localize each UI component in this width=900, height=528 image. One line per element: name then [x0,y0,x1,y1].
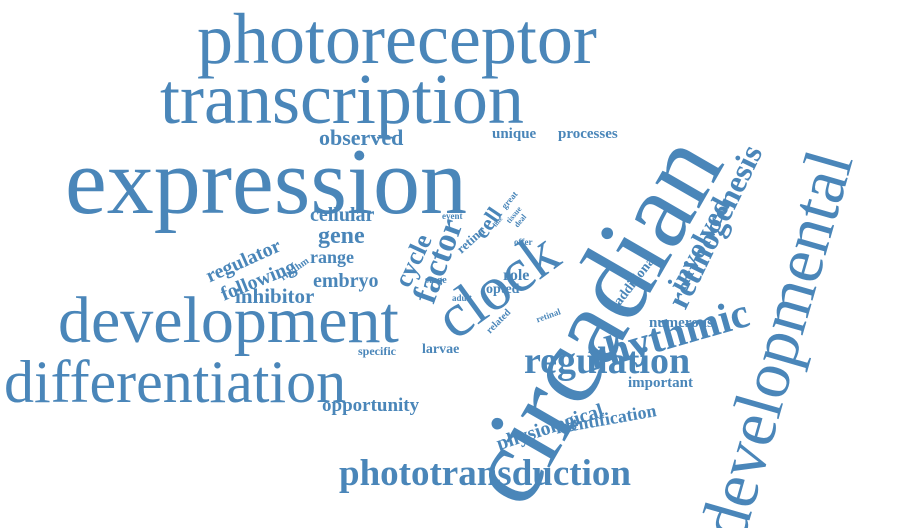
word-differentiation: differentiation [4,349,347,415]
word-offer: offer [514,237,533,247]
word-event: event [442,211,463,221]
word-adult: adult [452,293,473,303]
word-role: role [503,267,530,284]
word-important: important [628,375,693,391]
word-unique: unique [492,126,537,142]
word-processes: processes [558,126,618,142]
word-phototransduction: phototransduction [339,453,631,494]
word-cellular: cellular [310,204,375,226]
word-development: development [58,284,399,357]
word-specific: specific [358,344,396,358]
word-stage: stage [425,275,447,286]
word-numerous: numerous [649,315,713,331]
word-larvae: larvae [422,342,460,357]
word-gene: gene [318,223,365,249]
word-transcription: transcription [160,59,524,139]
word-expression: expression [65,130,468,234]
word-observed: observed [319,125,404,150]
word-photoreceptor: photoreceptor [197,0,597,79]
word-opted: opted [486,282,520,297]
word-range: range [310,247,354,267]
word-regulation: regulation [524,340,691,382]
word-embryo: embryo [313,270,379,292]
word-inhibitor: inhibitor [235,284,315,308]
word-opportunity: opportunity [322,395,420,416]
